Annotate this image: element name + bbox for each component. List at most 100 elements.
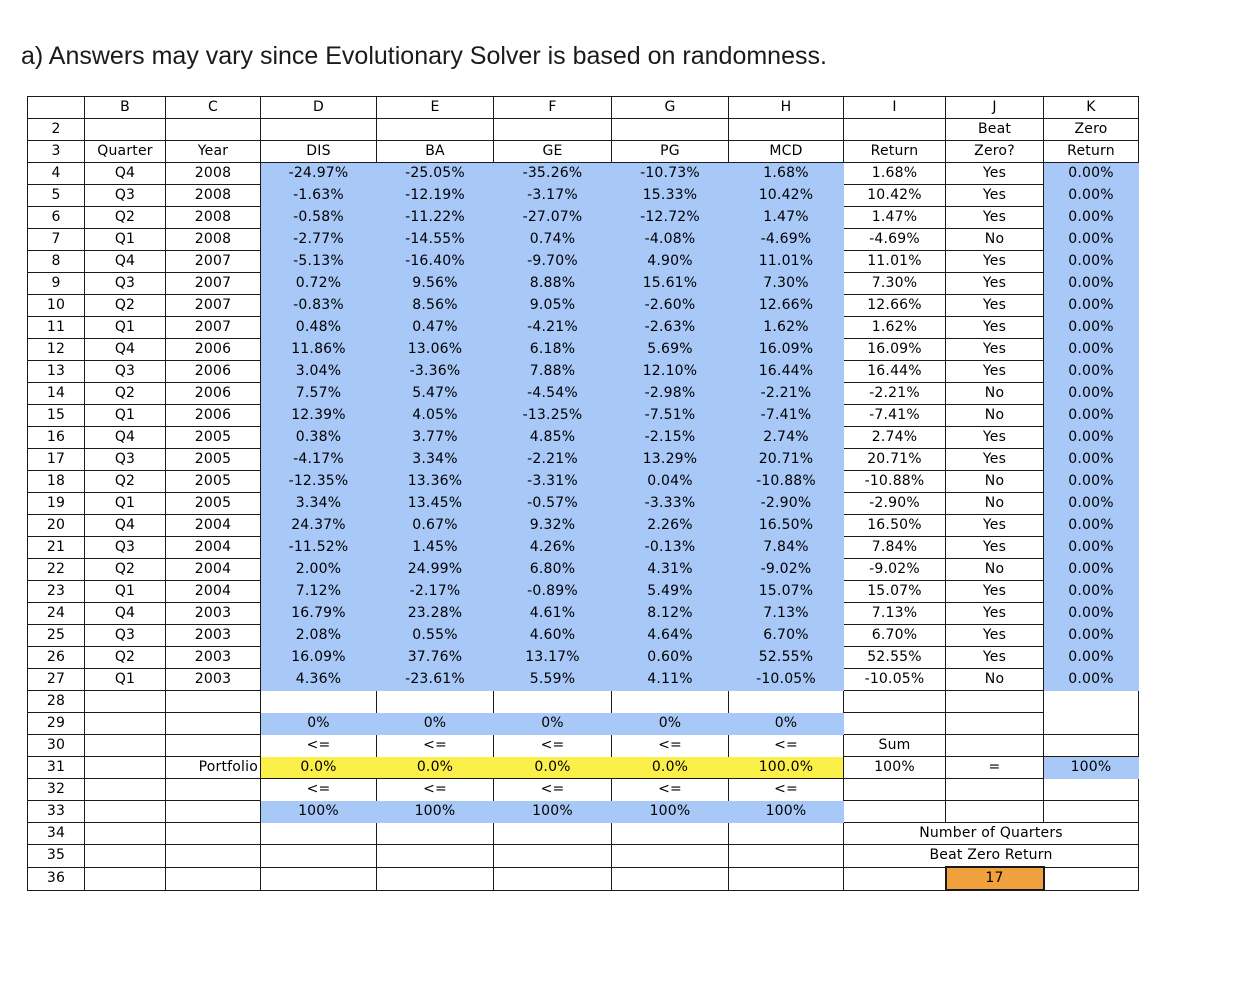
- pg-return-cell[interactable]: 15.33%: [611, 184, 729, 207]
- beat-zero-cell[interactable]: Yes: [945, 250, 1044, 273]
- ge-return-cell[interactable]: 13.17%: [493, 646, 612, 669]
- portfolio-return-cell[interactable]: -2.21%: [843, 382, 946, 405]
- year-cell[interactable]: 2006: [165, 338, 261, 361]
- year-cell[interactable]: 2007: [165, 316, 261, 339]
- pg-return-cell[interactable]: 0.60%: [611, 646, 729, 669]
- pg-return-cell[interactable]: 4.31%: [611, 558, 729, 581]
- row-number[interactable]: 23: [27, 580, 85, 603]
- cell-mcd-28[interactable]: [728, 690, 844, 713]
- year-cell[interactable]: 2005: [165, 470, 261, 493]
- objective-label-line2[interactable]: Beat Zero Return: [843, 844, 1139, 868]
- portfolio-return-cell[interactable]: 52.55%: [843, 646, 946, 669]
- mcd-return-cell[interactable]: 12.66%: [728, 294, 844, 317]
- row-number[interactable]: 28: [27, 690, 85, 713]
- objective-label-line1[interactable]: Number of Quarters: [843, 822, 1139, 845]
- year-cell[interactable]: 2004: [165, 580, 261, 603]
- column-header-d[interactable]: D: [260, 96, 377, 119]
- cell-k32[interactable]: [1043, 778, 1139, 801]
- column-header-c[interactable]: C: [165, 96, 261, 119]
- header-quarter[interactable]: Quarter: [84, 140, 166, 163]
- portfolio-return-cell[interactable]: 15.07%: [843, 580, 946, 603]
- portfolio-return-cell[interactable]: 16.44%: [843, 360, 946, 383]
- cell-ba-35[interactable]: [376, 844, 494, 868]
- quarter-cell[interactable]: Q4: [84, 250, 166, 273]
- row-number[interactable]: 3: [27, 140, 85, 163]
- column-header-f[interactable]: F: [493, 96, 612, 119]
- ba-return-cell[interactable]: 1.45%: [376, 536, 494, 559]
- lower-bound-dis[interactable]: 0%: [260, 712, 377, 735]
- year-cell[interactable]: 2007: [165, 250, 261, 273]
- dis-return-cell[interactable]: 11.86%: [260, 338, 377, 361]
- ba-return-cell[interactable]: 9.56%: [376, 272, 494, 295]
- mcd-return-cell[interactable]: 1.68%: [728, 162, 844, 185]
- portfolio-weight-dis[interactable]: 0.0%: [260, 756, 377, 779]
- cell-j32[interactable]: [945, 778, 1044, 801]
- row-number[interactable]: 21: [27, 536, 85, 559]
- cell-k36[interactable]: [1043, 866, 1139, 891]
- mcd-return-cell[interactable]: 10.42%: [728, 184, 844, 207]
- ba-return-cell[interactable]: -23.61%: [376, 668, 494, 691]
- cell-c2[interactable]: [165, 118, 261, 141]
- column-header-j[interactable]: J: [945, 96, 1044, 119]
- cell-c28[interactable]: [165, 690, 261, 713]
- portfolio-return-cell[interactable]: 11.01%: [843, 250, 946, 273]
- cell-b29[interactable]: [84, 712, 166, 735]
- row-number[interactable]: 27: [27, 668, 85, 691]
- mcd-return-cell[interactable]: 2.74%: [728, 426, 844, 449]
- portfolio-return-cell[interactable]: 10.42%: [843, 184, 946, 207]
- ba-return-cell[interactable]: 23.28%: [376, 602, 494, 625]
- header-zero-return[interactable]: Return: [1043, 140, 1139, 163]
- beat-zero-cell[interactable]: Yes: [945, 602, 1044, 625]
- dis-return-cell[interactable]: -11.52%: [260, 536, 377, 559]
- quarter-cell[interactable]: Q3: [84, 448, 166, 471]
- ba-return-cell[interactable]: 37.76%: [376, 646, 494, 669]
- ba-return-cell[interactable]: -2.17%: [376, 580, 494, 603]
- lower-bound-mcd[interactable]: 0%: [728, 712, 844, 735]
- dis-return-cell[interactable]: -24.97%: [260, 162, 377, 185]
- ge-return-cell[interactable]: -3.17%: [493, 184, 612, 207]
- cell-k30[interactable]: [1043, 734, 1139, 757]
- cell-dis-36[interactable]: [260, 866, 377, 891]
- row-number[interactable]: 35: [27, 844, 85, 868]
- row-number[interactable]: 6: [27, 206, 85, 229]
- row-number[interactable]: 7: [27, 228, 85, 251]
- pg-return-cell[interactable]: -2.63%: [611, 316, 729, 339]
- dis-return-cell[interactable]: 0.72%: [260, 272, 377, 295]
- portfolio-weight-pg[interactable]: 0.0%: [611, 756, 729, 779]
- upper-bound-dis[interactable]: 100%: [260, 800, 377, 823]
- ba-return-cell[interactable]: 0.55%: [376, 624, 494, 647]
- cell-b32[interactable]: [84, 778, 166, 801]
- dis-return-cell[interactable]: -2.77%: [260, 228, 377, 251]
- zero-return-cell[interactable]: 0.00%: [1043, 206, 1139, 229]
- cell-h2[interactable]: [728, 118, 844, 141]
- row-number[interactable]: 20: [27, 514, 85, 537]
- zero-return-cell[interactable]: 0.00%: [1043, 646, 1139, 669]
- year-cell[interactable]: 2003: [165, 668, 261, 691]
- cell-b31[interactable]: [84, 756, 166, 779]
- dis-return-cell[interactable]: 7.12%: [260, 580, 377, 603]
- quarter-cell[interactable]: Q2: [84, 206, 166, 229]
- pg-return-cell[interactable]: -2.15%: [611, 426, 729, 449]
- zero-return-cell[interactable]: 0.00%: [1043, 448, 1139, 471]
- column-header-h[interactable]: H: [728, 96, 844, 119]
- ba-return-cell[interactable]: 13.45%: [376, 492, 494, 515]
- pg-return-cell[interactable]: -12.72%: [611, 206, 729, 229]
- dis-return-cell[interactable]: 7.57%: [260, 382, 377, 405]
- portfolio-weight-mcd[interactable]: 100.0%: [728, 756, 844, 779]
- cell-d2[interactable]: [260, 118, 377, 141]
- portfolio-return-cell[interactable]: -2.90%: [843, 492, 946, 515]
- quarter-cell[interactable]: Q2: [84, 294, 166, 317]
- zero-return-cell[interactable]: 0.00%: [1043, 492, 1139, 515]
- cell-j29[interactable]: [945, 712, 1044, 735]
- quarter-cell[interactable]: Q4: [84, 426, 166, 449]
- beat-zero-cell[interactable]: Yes: [945, 448, 1044, 471]
- dis-return-cell[interactable]: 2.08%: [260, 624, 377, 647]
- header-beat-zero[interactable]: Zero?: [945, 140, 1044, 163]
- column-header-g[interactable]: G: [611, 96, 729, 119]
- row-number[interactable]: 32: [27, 778, 85, 801]
- row-number[interactable]: 4: [27, 162, 85, 185]
- cell-j28[interactable]: [945, 690, 1044, 713]
- ba-return-cell[interactable]: 5.47%: [376, 382, 494, 405]
- year-cell[interactable]: 2008: [165, 162, 261, 185]
- quarter-cell[interactable]: Q3: [84, 360, 166, 383]
